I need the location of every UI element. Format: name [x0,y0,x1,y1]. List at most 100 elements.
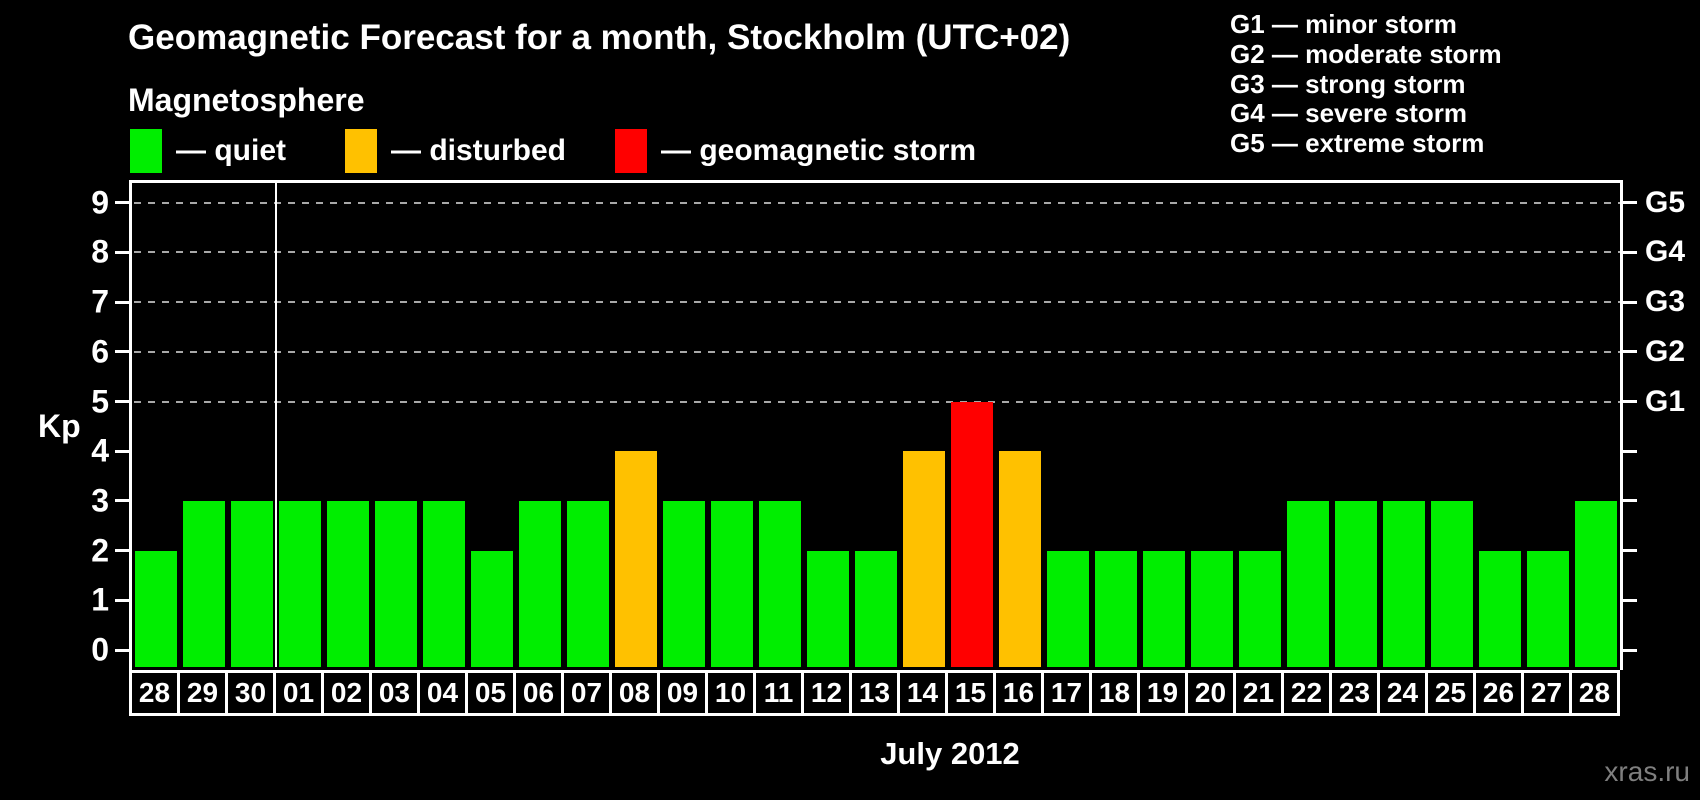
kp-bar [327,500,369,667]
y-axis-tick-right [1623,449,1637,453]
kp-bar [999,451,1041,667]
plot-border-right [1620,180,1623,670]
disturbed-color-swatch [345,129,377,173]
day-label: 08 [609,670,660,716]
legend-item-label: — geomagnetic storm [661,134,977,167]
y-axis-tick-left [115,400,129,403]
g-scale-legend-line: G5 — extreme storm [1230,128,1485,159]
y-axis-tick-right [1623,648,1637,652]
day-label: 06 [513,670,564,716]
y-axis-tick-left [115,300,129,304]
kp-bar [1143,550,1185,667]
kp-bar [519,500,561,667]
kp-bar [807,550,849,667]
kp-bar [711,500,753,667]
day-label: 27 [1521,670,1572,716]
kp-bar [183,500,225,667]
day-label: 28 [129,670,180,716]
day-label: 19 [1137,670,1188,716]
day-label: 24 [1377,670,1428,716]
g-scale-legend-line: G4 — severe storm [1230,98,1468,129]
gridline [134,301,1620,304]
g-scale-legend: G1 — minor storm G2 — moderate storm G3 … [1230,9,1502,159]
y-axis-tick-right [1623,499,1637,503]
kp-bar [1095,550,1137,667]
y-axis-tick-right [1623,350,1637,354]
legend-item-quiet: — quiet [130,128,286,174]
kp-bar [855,550,897,667]
y-axis-tick-left [115,499,129,503]
kp-bar [1047,550,1089,667]
kp-bar [279,500,321,667]
gridline [134,201,1620,204]
kp-bar [951,401,993,667]
kp-bar [471,550,513,667]
y-axis-tick-right [1623,549,1637,553]
day-label: 04 [417,670,468,716]
kp-bar [903,451,945,667]
day-label: 10 [705,670,756,716]
day-label: 05 [465,670,516,716]
legend-item-disturbed: — disturbed [345,128,566,174]
day-label: 14 [897,670,948,716]
kp-bar [615,451,657,667]
kp-bar [1431,500,1473,667]
y-axis-label-kp: Kp [38,408,81,444]
g-scale-legend-line: G3 — strong storm [1230,68,1466,99]
kp-bar [1479,550,1521,667]
y-axis-tick-label: 8 [91,233,109,270]
kp-bar [1575,500,1617,667]
day-label: 03 [369,670,420,716]
kp-bar [567,500,609,667]
day-label: 01 [273,670,324,716]
day-label: 13 [849,670,900,716]
legend-item-label: — disturbed [391,134,567,167]
day-label: 11 [753,670,804,716]
gridline [134,400,1620,403]
storm-color-swatch [615,129,647,173]
kp-bar [1239,550,1281,667]
g-scale-tick-label: G3 [1645,285,1686,319]
y-axis-tick-label: 5 [91,383,109,419]
magnetosphere-label: Magnetosphere [128,82,365,118]
y-axis-tick-left [115,250,129,254]
g-scale-tick-label: G5 [1645,185,1686,219]
y-axis-tick-right [1623,201,1637,205]
day-label: 26 [1473,670,1524,716]
y-axis-tick-label: 4 [91,432,109,469]
day-label: 18 [1089,670,1140,716]
kp-bar [1527,550,1569,667]
month-separator-line [275,183,277,667]
kp-bar [1383,500,1425,667]
day-label: 29 [177,670,228,716]
day-label: 28 [1569,670,1620,716]
y-axis-tick-label: 0 [91,631,109,668]
day-label: 09 [657,670,708,716]
day-label: 20 [1185,670,1236,716]
day-label: 12 [801,670,852,716]
kp-bar [135,550,177,667]
day-label: 22 [1281,670,1332,716]
y-axis-tick-left [115,598,129,602]
y-axis-tick-left [115,350,129,354]
kp-bar [423,500,465,667]
day-label: 25 [1425,670,1476,716]
y-axis-tick-right [1623,300,1637,304]
y-axis-tick-label: 6 [91,333,109,370]
g-scale-tick-label: G4 [1645,235,1686,269]
plot-border-left [129,180,132,670]
kp-bar [1191,550,1233,667]
kp-bar [663,500,705,667]
y-axis-tick-left [115,449,129,453]
day-label: 15 [945,670,996,716]
x-axis-month-label: July 2012 [880,736,1020,771]
legend-item-label: — quiet [176,134,286,167]
quiet-color-swatch [130,129,162,173]
xras-watermark: xras.ru [1604,756,1690,787]
y-axis-tick-left [115,549,129,553]
day-label: 17 [1041,670,1092,716]
y-axis-tick-label: 9 [91,184,109,221]
kp-bar [759,500,801,667]
y-axis-tick-right [1623,400,1637,403]
